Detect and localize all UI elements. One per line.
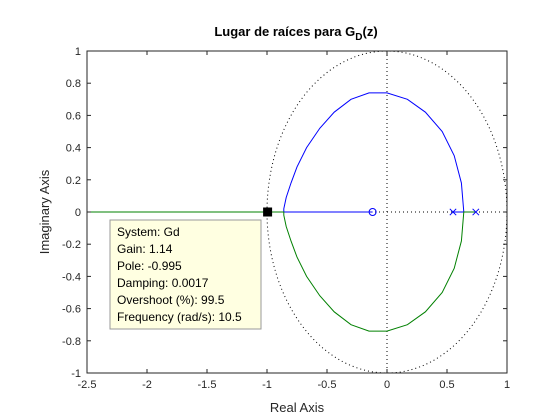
x-axis-label: Real Axis	[270, 400, 325, 415]
y-axis-label: Imaginary Axis	[37, 169, 52, 254]
zero-marker-1[interactable]	[368, 208, 377, 216]
selected-point-marker[interactable]	[263, 207, 273, 217]
y-tick-label: -0.2	[62, 239, 81, 251]
data-tip-line: Overshoot (%): 99.5	[117, 293, 225, 307]
y-tick-label: 0.4	[66, 143, 81, 155]
x-tick-label: -2.5	[78, 379, 97, 391]
plot-content	[87, 51, 507, 373]
y-tick-labels: -1 -0.8 -0.6 -0.4 -0.2 0 0.2 0.4 0.6 0.8 1	[62, 46, 81, 380]
x-tick-label: -2	[142, 379, 152, 391]
data-tip-line: Gain: 1.14	[117, 242, 173, 256]
axis-ticks	[86, 50, 508, 374]
chart-title-subscript: D	[355, 32, 362, 43]
x-tick-label: 0	[384, 379, 390, 391]
pole-marker-1[interactable]	[449, 208, 457, 216]
y-tick-label: -0.4	[62, 271, 81, 283]
y-tick-label: 1	[75, 46, 81, 58]
chart-title: Lugar de raíces para GD(z)	[214, 24, 377, 43]
y-tick-label: 0	[75, 207, 81, 219]
y-tick-label: -0.8	[62, 336, 81, 348]
y-tick-label: -0.6	[62, 304, 81, 316]
data-tip-line: Pole: -0.995	[117, 259, 182, 273]
y-tick-label: 0.2	[66, 175, 81, 187]
locus-branch-1[interactable]	[283, 92, 465, 213]
data-tip-line: Damping: 0.0017	[117, 276, 209, 290]
pole-marker-2[interactable]	[472, 208, 480, 216]
data-tip-line: Frequency (rad/s): 10.5	[117, 310, 242, 324]
chart-title-suffix: (z)	[362, 24, 377, 39]
x-tick-labels: -2.5 -2 -1.5 -1 -0.5 0 0.5 1	[78, 379, 511, 391]
data-tip-line: System: Gd	[117, 225, 180, 239]
x-tick-label: -1.5	[198, 379, 217, 391]
x-tick-label: 0.5	[439, 379, 454, 391]
locus-branch-2[interactable]	[87, 211, 476, 332]
y-tick-label: 0.6	[66, 110, 81, 122]
x-tick-label: -0.5	[318, 379, 337, 391]
y-tick-label: -1	[71, 368, 81, 380]
data-tip-box	[109, 219, 262, 330]
data-tip[interactable]: System: Gd Gain: 1.14 Pole: -0.995 Damping:…	[109, 219, 262, 330]
x-tick-label: -1	[262, 379, 272, 391]
chart-title-main: Lugar de raíces para G	[214, 24, 355, 39]
y-tick-label: 0.8	[66, 78, 81, 90]
x-tick-label: 1	[504, 379, 510, 391]
